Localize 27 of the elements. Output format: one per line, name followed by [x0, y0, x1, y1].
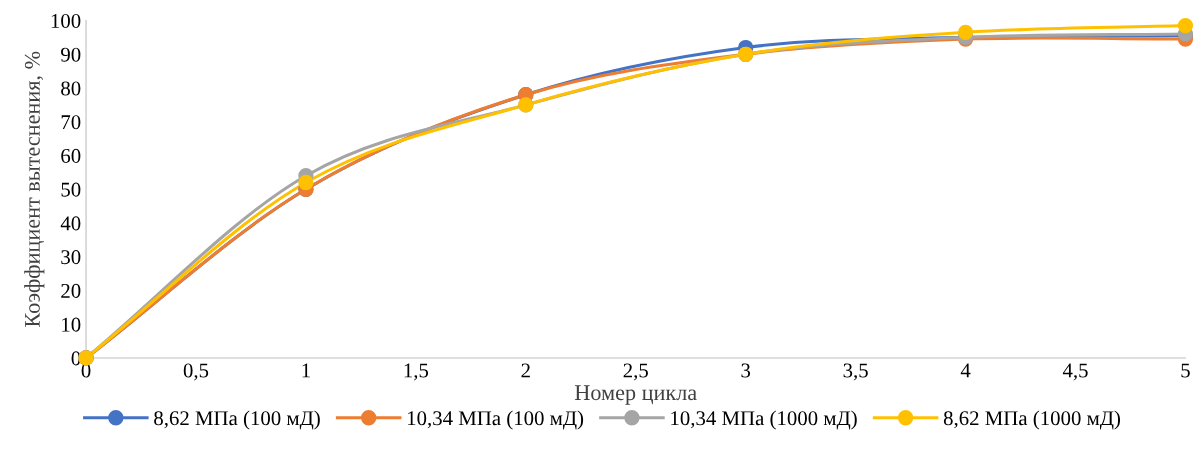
x-tick-label: 4: [960, 363, 971, 378]
x-tick-label: 2,5: [623, 363, 648, 381]
x-tick-label: 3,5: [843, 363, 868, 381]
x-tick-label: 2: [521, 363, 530, 378]
y-tick-label: 90: [61, 47, 81, 62]
y-tick-label: 50: [61, 182, 81, 197]
y-tick-label: 80: [61, 81, 81, 96]
x-tick-label: 0: [81, 363, 91, 378]
legend-label: 10,34 МПа (1000 мД): [671, 410, 857, 430]
y-tick-label: 100: [51, 13, 81, 28]
x-tick-label: 4,5: [1062, 363, 1088, 381]
y-tick-label: 40: [60, 216, 81, 231]
legend-label: 10,34 МПа (100 мД): [408, 410, 584, 430]
y-tick-label: 20: [61, 283, 81, 298]
x-tick-label: 5: [1181, 363, 1190, 378]
x-axis-title: Номер цикла: [574, 385, 697, 405]
legend-label: 8,62 МПа (1000 мД): [943, 410, 1121, 430]
y-tick-label: 10: [62, 317, 81, 332]
y-tick-label: 60: [61, 148, 81, 163]
legend-label: 8,62 МПа (100 мД): [154, 410, 320, 430]
y-tick-label: 70: [61, 115, 81, 130]
x-tick-label: 0,5: [183, 363, 209, 381]
y-axis-title: Коэффициент вытеснения, %: [24, 51, 45, 327]
x-tick-label: 3: [741, 363, 751, 378]
y-tick-label: 30: [61, 250, 81, 265]
x-tick-label: 1,5: [404, 363, 429, 381]
x-tick-label: 1: [302, 363, 310, 378]
